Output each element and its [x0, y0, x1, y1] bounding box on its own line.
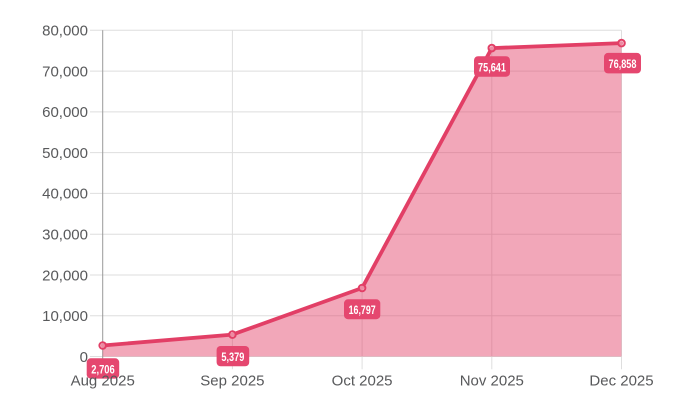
svg-text:40,000: 40,000 [42, 186, 88, 203]
svg-text:0: 0 [80, 349, 88, 366]
svg-text:16,797: 16,797 [349, 303, 376, 317]
svg-text:75,641: 75,641 [478, 60, 506, 74]
svg-text:70,000: 70,000 [42, 63, 88, 80]
svg-text:20,000: 20,000 [42, 267, 88, 284]
svg-text:50,000: 50,000 [42, 145, 88, 162]
svg-text:2,706: 2,706 [91, 363, 115, 377]
svg-text:Aug 2025: Aug 2025 [71, 373, 135, 390]
svg-text:76,858: 76,858 [609, 57, 637, 71]
svg-text:5,379: 5,379 [221, 350, 244, 364]
svg-text:80,000: 80,000 [42, 23, 88, 40]
svg-text:60,000: 60,000 [42, 104, 88, 121]
svg-text:10,000: 10,000 [42, 308, 88, 325]
svg-text:Oct 2025: Oct 2025 [332, 373, 393, 390]
svg-text:Nov 2025: Nov 2025 [460, 373, 524, 390]
svg-text:30,000: 30,000 [42, 227, 88, 244]
svg-text:Dec 2025: Dec 2025 [589, 373, 653, 390]
svg-text:Sep 2025: Sep 2025 [200, 373, 264, 390]
